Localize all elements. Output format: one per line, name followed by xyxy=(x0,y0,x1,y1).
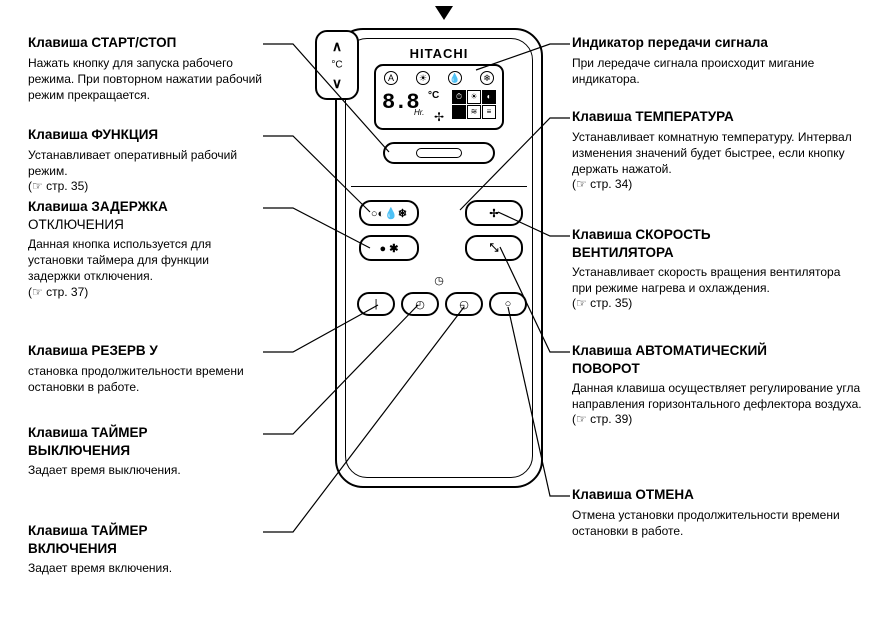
leader-lines xyxy=(0,0,887,641)
